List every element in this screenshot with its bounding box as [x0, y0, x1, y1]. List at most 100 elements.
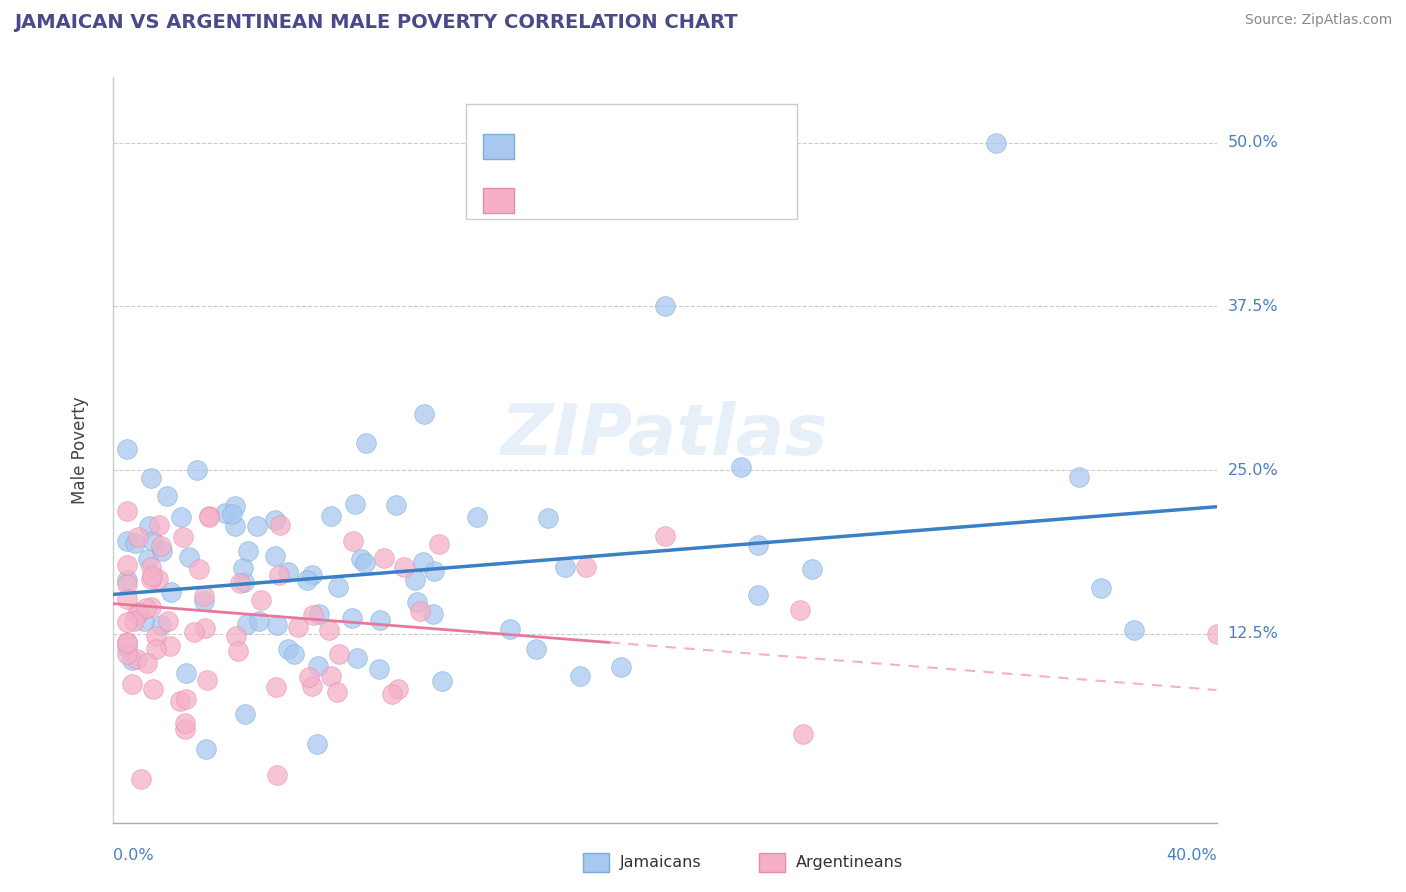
Point — [115, 647, 138, 661]
Point — [569, 669, 592, 683]
Point — [1205, 626, 1227, 640]
Point — [342, 534, 364, 549]
Point — [526, 641, 548, 656]
Point — [193, 594, 215, 608]
Point — [302, 607, 325, 622]
Point — [287, 620, 309, 634]
Point — [122, 614, 145, 628]
Point — [747, 589, 769, 603]
Text: 50.0%: 50.0% — [1227, 136, 1278, 151]
Point — [381, 687, 404, 701]
Point — [233, 706, 256, 721]
Point — [139, 470, 162, 484]
Point — [159, 639, 181, 653]
Point — [214, 506, 236, 520]
Point — [318, 624, 340, 638]
Point — [1090, 581, 1112, 595]
Point — [283, 647, 305, 661]
Point — [146, 572, 169, 586]
Point — [467, 510, 489, 524]
Point — [301, 568, 323, 582]
Point — [373, 550, 395, 565]
Point — [142, 682, 165, 697]
Point — [301, 679, 323, 693]
Point — [159, 585, 181, 599]
Point — [229, 575, 252, 590]
Point — [138, 519, 160, 533]
Point — [232, 561, 254, 575]
Text: ZIPatlas: ZIPatlas — [501, 401, 828, 470]
Point — [128, 605, 150, 619]
Point — [340, 611, 363, 625]
Text: 0.0%: 0.0% — [112, 848, 153, 863]
Point — [295, 573, 318, 587]
Point — [127, 531, 149, 545]
Point — [115, 591, 138, 606]
Point — [413, 407, 436, 421]
Point — [115, 636, 138, 650]
Point — [432, 673, 454, 688]
Point — [499, 622, 522, 636]
Point — [247, 614, 270, 628]
Point — [427, 537, 450, 551]
Point — [250, 592, 273, 607]
Point — [384, 498, 406, 512]
Point — [610, 660, 633, 674]
Text: 25.0%: 25.0% — [1227, 463, 1278, 477]
Point — [115, 640, 138, 655]
Point — [1122, 623, 1144, 637]
Point — [747, 538, 769, 552]
Point — [266, 768, 288, 782]
Point — [141, 560, 163, 574]
Text: Source: ZipAtlas.com: Source: ZipAtlas.com — [1244, 13, 1392, 28]
Point — [174, 716, 197, 731]
Point — [277, 565, 299, 579]
Text: 37.5%: 37.5% — [1227, 299, 1278, 314]
Point — [264, 549, 287, 563]
Point — [575, 559, 598, 574]
Point — [236, 617, 259, 632]
Point — [537, 510, 560, 524]
Point — [115, 573, 138, 587]
Point — [224, 519, 246, 533]
Point — [136, 551, 159, 566]
Point — [127, 652, 149, 666]
Point — [277, 642, 299, 657]
Point — [409, 604, 432, 618]
Point — [135, 601, 157, 615]
Point — [319, 669, 342, 683]
Point — [194, 621, 217, 635]
Point — [121, 677, 143, 691]
Text: 12.5%: 12.5% — [1227, 626, 1278, 641]
Point — [149, 539, 172, 553]
Point — [145, 629, 167, 643]
Point — [392, 559, 415, 574]
Point — [307, 658, 329, 673]
Point — [353, 557, 375, 571]
Point — [169, 694, 191, 708]
Point — [115, 534, 138, 549]
Point — [346, 651, 368, 665]
Point — [228, 644, 250, 658]
Point — [326, 580, 349, 594]
Point — [115, 504, 138, 518]
Point — [354, 436, 377, 450]
Point — [263, 513, 285, 527]
Point — [221, 508, 243, 522]
Point — [187, 562, 209, 576]
Point — [654, 300, 676, 314]
Text: Jamaicans: Jamaicans — [620, 855, 702, 870]
Point — [308, 607, 330, 622]
Point — [238, 543, 260, 558]
Point — [328, 647, 350, 661]
Point — [195, 673, 218, 688]
Point — [142, 533, 165, 548]
Text: JAMAICAN VS ARGENTINEAN MALE POVERTY CORRELATION CHART: JAMAICAN VS ARGENTINEAN MALE POVERTY COR… — [14, 13, 738, 32]
Point — [193, 590, 215, 604]
Point — [198, 508, 221, 523]
Point — [368, 613, 391, 627]
Point — [423, 564, 446, 578]
Point — [172, 530, 194, 544]
Point — [387, 681, 409, 696]
Point — [412, 555, 434, 569]
